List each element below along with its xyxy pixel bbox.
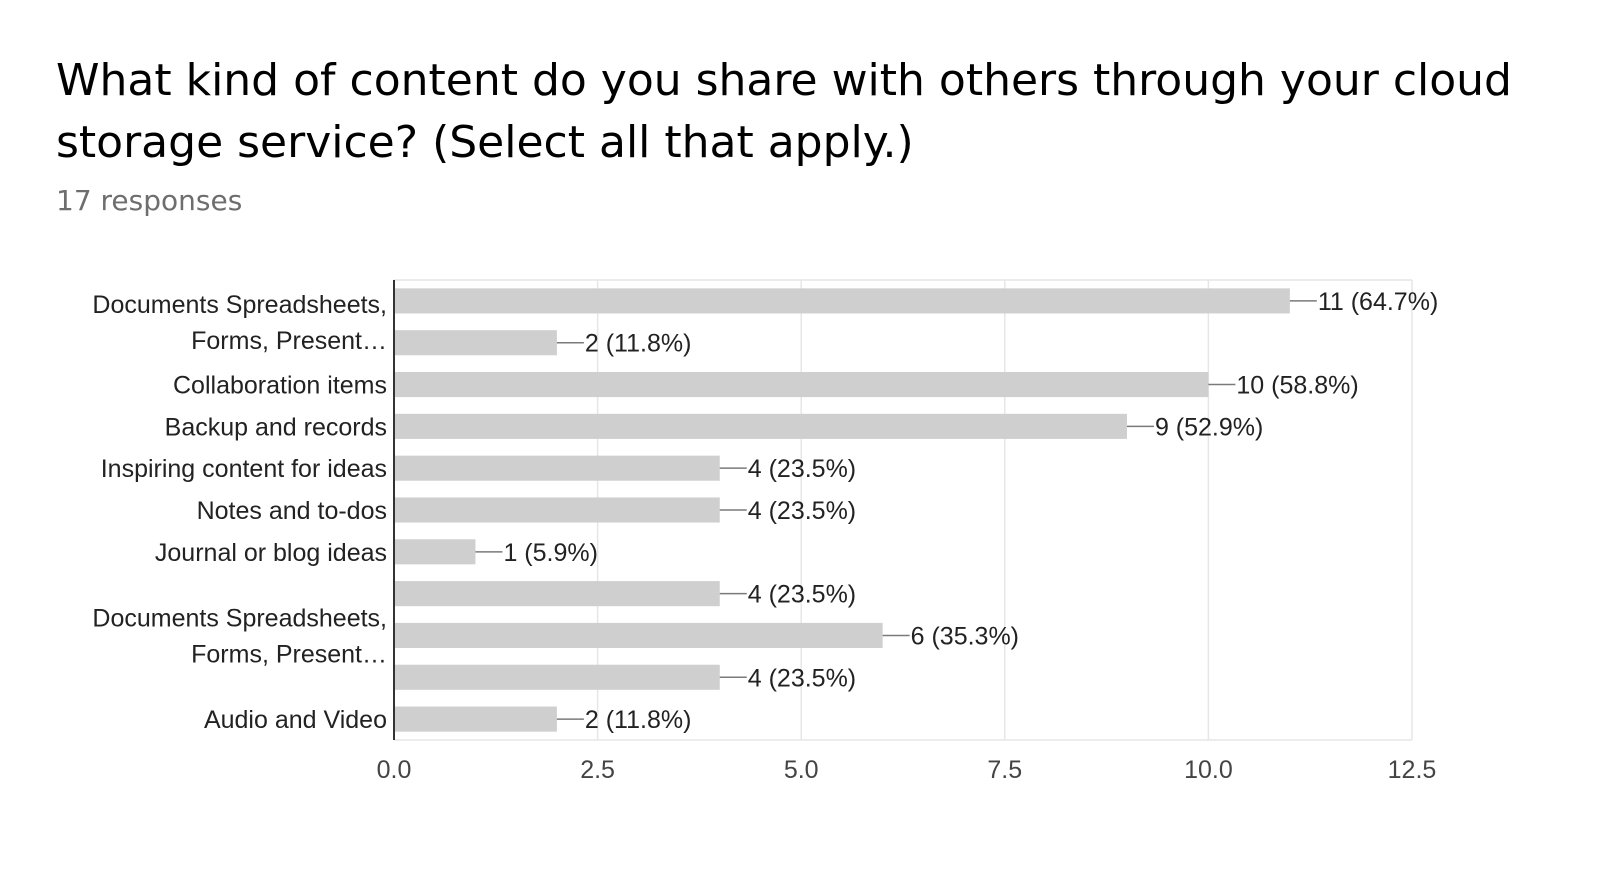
- x-tick-label: 7.5: [987, 756, 1022, 784]
- bar: [394, 330, 557, 356]
- bar: [394, 622, 883, 648]
- category-label: Collaboration items: [173, 372, 387, 400]
- x-tick-label: 10.0: [1184, 756, 1233, 784]
- category-label: Journal or blog ideas: [155, 539, 387, 567]
- bar: [394, 581, 720, 607]
- bar: [394, 664, 720, 690]
- response-count: 17 responses: [56, 184, 243, 217]
- x-tick-label: 5.0: [784, 756, 819, 784]
- bar-data-label: 6 (35.3%): [911, 622, 1019, 650]
- bar: [394, 372, 1209, 398]
- category-label: Forms, Present…: [191, 640, 387, 668]
- category-label: Notes and to-dos: [197, 497, 387, 525]
- category-label: Audio and Video: [204, 706, 387, 734]
- bar-data-label: 4 (23.5%): [748, 497, 856, 525]
- bar-data-label: 4 (23.5%): [748, 455, 856, 483]
- bar-data-label: 2 (11.8%): [585, 706, 692, 734]
- bar: [394, 413, 1127, 439]
- bar-data-label: 10 (58.8%): [1236, 372, 1358, 400]
- category-label: Documents Spreadsheets,: [92, 604, 387, 632]
- bar-data-label: 4 (23.5%): [748, 581, 856, 609]
- category-label: Forms, Present…: [191, 327, 387, 355]
- chart-labels: 0.0 2.5 5.0 7.5 10.0 12.5 11 (64.7%) 2 (11.8%) 1…: [92, 288, 1438, 784]
- chart-gridlines: [394, 279, 1413, 741]
- bar: [394, 288, 1290, 314]
- bar-data-label: 2 (11.8%): [585, 330, 692, 358]
- bar: [394, 539, 476, 565]
- bar-data-label: 11 (64.7%): [1318, 288, 1438, 316]
- category-label: Inspiring content for ideas: [101, 455, 387, 483]
- bar-data-label: 4 (23.5%): [748, 664, 856, 692]
- question-title: What kind of content do you share with o…: [56, 55, 1512, 168]
- category-label: Documents Spreadsheets,: [92, 291, 387, 319]
- chart-bars: [394, 288, 1317, 732]
- bar: [394, 497, 720, 523]
- bar-data-label: 9 (52.9%): [1155, 413, 1263, 441]
- bar: [394, 455, 720, 481]
- bar-data-label: 1 (5.9%): [503, 539, 597, 567]
- x-tick-label: 12.5: [1388, 756, 1437, 784]
- bar: [394, 706, 557, 732]
- x-tick-label: 2.5: [580, 756, 615, 784]
- category-label: Backup and records: [165, 413, 387, 441]
- x-tick-label: 0.0: [377, 756, 412, 784]
